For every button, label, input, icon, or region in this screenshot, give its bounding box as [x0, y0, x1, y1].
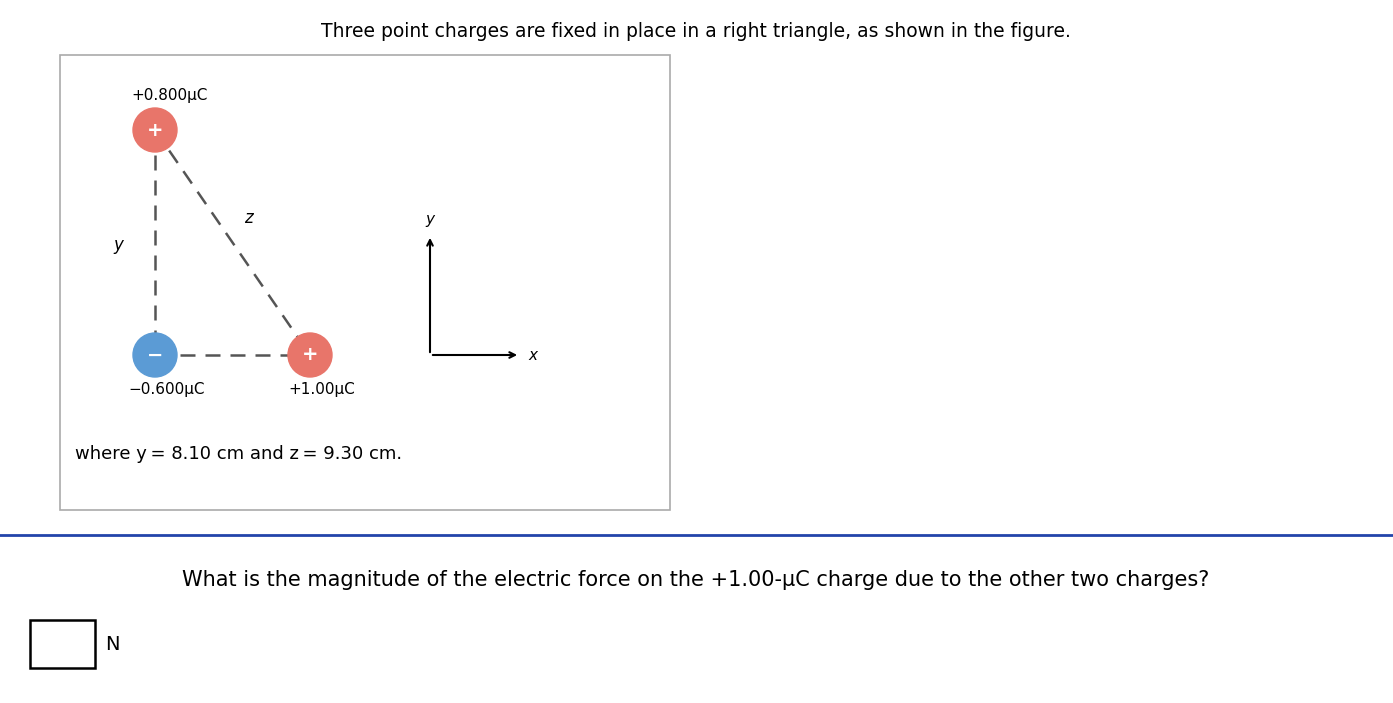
Bar	[60, 55, 670, 510]
Text: N: N	[104, 635, 120, 654]
Text: What is the magnitude of the electric force on the +1.00-μC charge due to the ot: What is the magnitude of the electric fo…	[182, 570, 1209, 590]
Text: −0.600μC: −0.600μC	[128, 382, 205, 397]
Text: −: −	[146, 345, 163, 364]
Text: y: y	[113, 236, 123, 254]
Text: +0.800μC: +0.800μC	[131, 88, 208, 103]
Text: Three point charges are fixed in place in a right triangle, as shown in the figu: Three point charges are fixed in place i…	[320, 22, 1071, 41]
Circle shape	[132, 333, 177, 377]
Circle shape	[132, 108, 177, 152]
Text: +: +	[302, 345, 318, 364]
Bar	[31, 620, 95, 668]
Text: +: +	[146, 120, 163, 139]
Text: where y = 8.10 cm and z = 9.30 cm.: where y = 8.10 cm and z = 9.30 cm.	[75, 445, 403, 463]
Text: z: z	[244, 209, 252, 227]
Text: +1.00μC: +1.00μC	[288, 382, 355, 397]
Circle shape	[288, 333, 332, 377]
Text: y: y	[425, 212, 435, 227]
Text: x: x	[528, 347, 536, 363]
